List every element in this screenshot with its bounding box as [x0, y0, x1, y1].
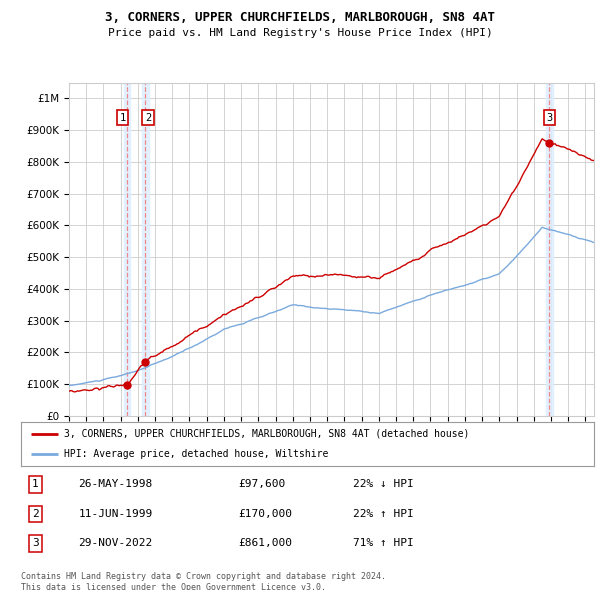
Text: £97,600: £97,600 [239, 480, 286, 489]
Bar [124, 83, 130, 416]
Text: 3: 3 [546, 113, 553, 123]
Text: 26-MAY-1998: 26-MAY-1998 [79, 480, 152, 489]
Text: 22% ↓ HPI: 22% ↓ HPI [353, 480, 414, 489]
Text: 11-JUN-1999: 11-JUN-1999 [79, 509, 152, 519]
Text: 71% ↑ HPI: 71% ↑ HPI [353, 539, 414, 548]
Bar [547, 83, 553, 416]
Text: 3, CORNERS, UPPER CHURCHFIELDS, MARLBOROUGH, SN8 4AT (detached house): 3, CORNERS, UPPER CHURCHFIELDS, MARLBORO… [64, 429, 469, 439]
Text: Price paid vs. HM Land Registry's House Price Index (HPI): Price paid vs. HM Land Registry's House … [107, 28, 493, 38]
Text: Contains HM Land Registry data © Crown copyright and database right 2024.: Contains HM Land Registry data © Crown c… [21, 572, 386, 581]
Text: 1: 1 [119, 113, 125, 123]
Text: 22% ↑ HPI: 22% ↑ HPI [353, 509, 414, 519]
Text: This data is licensed under the Open Government Licence v3.0.: This data is licensed under the Open Gov… [21, 583, 326, 590]
Text: HPI: Average price, detached house, Wiltshire: HPI: Average price, detached house, Wilt… [64, 449, 328, 459]
Text: 1: 1 [32, 480, 39, 489]
Text: 2: 2 [32, 509, 39, 519]
Text: 29-NOV-2022: 29-NOV-2022 [79, 539, 152, 548]
Bar [142, 83, 149, 416]
Text: £861,000: £861,000 [239, 539, 293, 548]
Text: £170,000: £170,000 [239, 509, 293, 519]
Text: 3: 3 [32, 539, 39, 548]
Text: 2: 2 [145, 113, 151, 123]
Text: 3, CORNERS, UPPER CHURCHFIELDS, MARLBOROUGH, SN8 4AT: 3, CORNERS, UPPER CHURCHFIELDS, MARLBORO… [105, 11, 495, 24]
